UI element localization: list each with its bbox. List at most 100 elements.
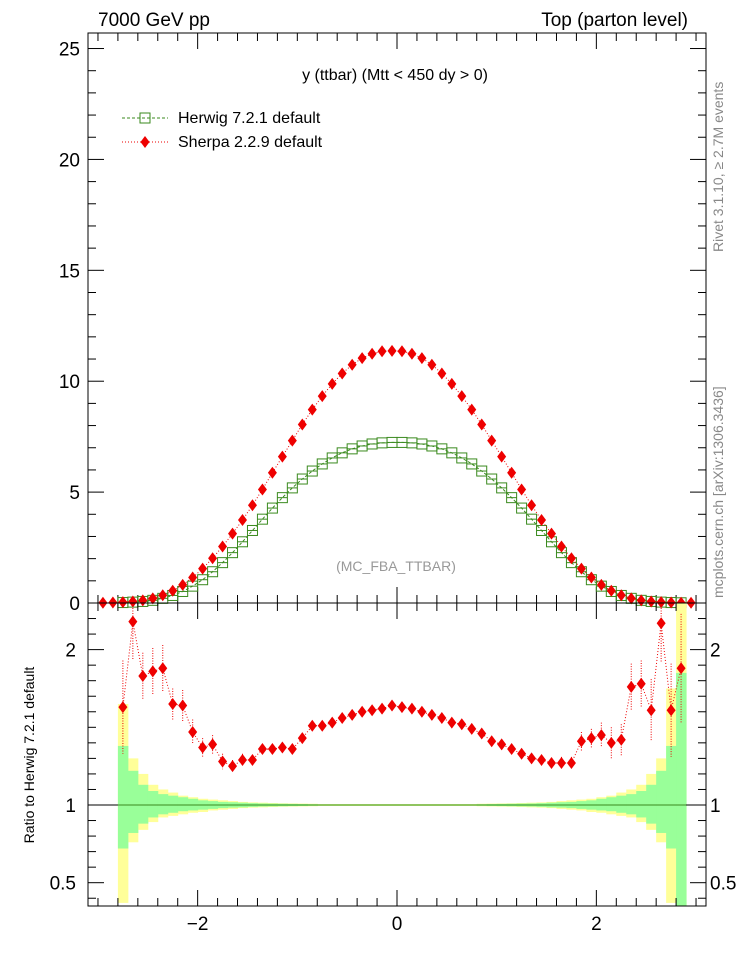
sherpa-ratio-point — [596, 729, 606, 742]
sherpa-ratio-point — [437, 711, 447, 724]
sherpa-ratio-point — [477, 727, 487, 740]
sherpa-point — [417, 352, 427, 365]
ratio-panel: 0.5 0.5 1 1 2 2 −2 0 2 — [50, 603, 736, 935]
uncertainty-band-inner — [656, 770, 667, 833]
sherpa-point — [128, 595, 138, 608]
sherpa-point — [507, 466, 517, 479]
sherpa-ratio-point — [537, 753, 547, 766]
sherpa-point — [218, 540, 228, 553]
sherpa-point — [158, 589, 168, 602]
sherpa-point — [247, 499, 257, 512]
uncertainty-band-inner — [177, 797, 189, 812]
sherpa-point — [188, 571, 198, 584]
sherpa-ratio-point — [287, 743, 297, 756]
legend-sherpa-marker — [140, 136, 150, 148]
sherpa-point — [616, 589, 626, 602]
y-tick-label-ratio: 0.5 — [50, 874, 76, 895]
sherpa-point — [347, 358, 357, 371]
sherpa-point — [357, 352, 367, 365]
sherpa-ratio-point — [128, 615, 138, 628]
sherpa-point — [178, 578, 188, 591]
uncertainty-band-inner — [626, 794, 637, 815]
uncertainty-band-inner — [117, 745, 129, 849]
y-tick-label-ratio-right: 2 — [710, 641, 721, 662]
sherpa-point — [228, 527, 238, 540]
sherpa-point — [397, 345, 407, 358]
herwig-point — [256, 513, 268, 525]
sherpa-ratio-point — [297, 732, 307, 745]
herwig-point — [276, 492, 288, 504]
sherpa-point — [367, 347, 377, 360]
sherpa-point — [317, 390, 327, 403]
sherpa-point — [427, 358, 437, 371]
sherpa-ratio-point — [656, 617, 666, 630]
sherpa-ratio-point — [307, 719, 317, 732]
sherpa-ratio-point — [367, 704, 377, 717]
sherpa-ratio-point — [427, 708, 437, 721]
legend-sherpa-label: Sherpa 2.2.9 default — [178, 134, 323, 151]
sherpa-ratio-point — [507, 743, 517, 756]
uncertainty-band-inner — [137, 784, 149, 824]
herwig-point — [207, 566, 219, 578]
sherpa-ratio-point — [676, 662, 686, 675]
sherpa-ratio-point — [118, 701, 128, 714]
sherpa-ratio-point — [666, 704, 676, 717]
herwig-point — [476, 465, 488, 477]
herwig-point — [197, 574, 209, 586]
sherpa-ratio-point — [566, 757, 576, 770]
sherpa-point — [596, 578, 606, 591]
sherpa-point — [208, 552, 218, 565]
sherpa-ratio-point — [257, 743, 267, 756]
sherpa-ratio-point — [467, 722, 477, 735]
x-tick-label: 2 — [591, 914, 602, 935]
sherpa-point — [537, 514, 547, 527]
sherpa-point — [198, 562, 208, 575]
herwig-point — [466, 458, 478, 470]
sherpa-point — [257, 483, 267, 496]
y-tick-label-main: 20 — [59, 150, 80, 171]
sherpa-ratio-point — [616, 733, 626, 746]
sherpa-point — [148, 592, 158, 605]
rivet-label: Rivet 3.1.10, ≥ 2.7M events — [710, 82, 726, 252]
sherpa-ratio-point — [586, 732, 596, 745]
sherpa-point — [556, 540, 566, 553]
sherpa-point — [277, 450, 287, 463]
sherpa-point — [327, 377, 337, 390]
sherpa-ratio-point — [208, 738, 218, 751]
sherpa-point — [517, 483, 527, 496]
y-tick-label-main: 10 — [59, 372, 80, 393]
sherpa-ratio-point — [377, 702, 387, 715]
sherpa-ratio-point — [188, 725, 198, 738]
sherpa-ratio-point — [517, 747, 527, 760]
legend-herwig-marker — [139, 112, 151, 124]
sherpa-ratio-point — [547, 757, 556, 770]
sherpa-ratio-point — [267, 743, 277, 756]
y-tick-label-main: 15 — [59, 261, 80, 282]
herwig-point — [296, 473, 308, 485]
sherpa-ratio-point — [228, 760, 238, 773]
x-tick-label: 0 — [392, 914, 403, 935]
legend: Herwig 7.2.1 default Sherpa 2.2.9 defaul… — [122, 110, 323, 151]
herwig-point — [237, 536, 248, 548]
sherpa-ratio-point — [576, 735, 586, 748]
sherpa-point — [497, 450, 507, 463]
sherpa-ratio-point — [347, 708, 357, 721]
sherpa-ratio-line — [122, 621, 682, 767]
sherpa-ratio-point — [317, 719, 327, 732]
sherpa-point — [626, 592, 636, 605]
herwig-point — [217, 557, 229, 569]
sherpa-ratio-point — [397, 701, 407, 714]
herwig-point — [526, 513, 538, 525]
sherpa-ratio-point — [218, 755, 228, 768]
y-tick-label-main: 25 — [59, 40, 80, 61]
sherpa-ratio-point — [487, 735, 497, 748]
sherpa-point — [238, 514, 247, 527]
sherpa-ratio-point — [527, 752, 537, 765]
sherpa-point — [168, 584, 178, 597]
main-panel: 0 5 10 15 20 25 — [59, 33, 706, 615]
sherpa-ratio-point — [457, 718, 467, 731]
uncertainty-band-inner — [606, 797, 617, 812]
herwig-point — [456, 452, 468, 464]
sherpa-point — [287, 434, 297, 447]
sherpa-ratio-point — [606, 736, 616, 749]
